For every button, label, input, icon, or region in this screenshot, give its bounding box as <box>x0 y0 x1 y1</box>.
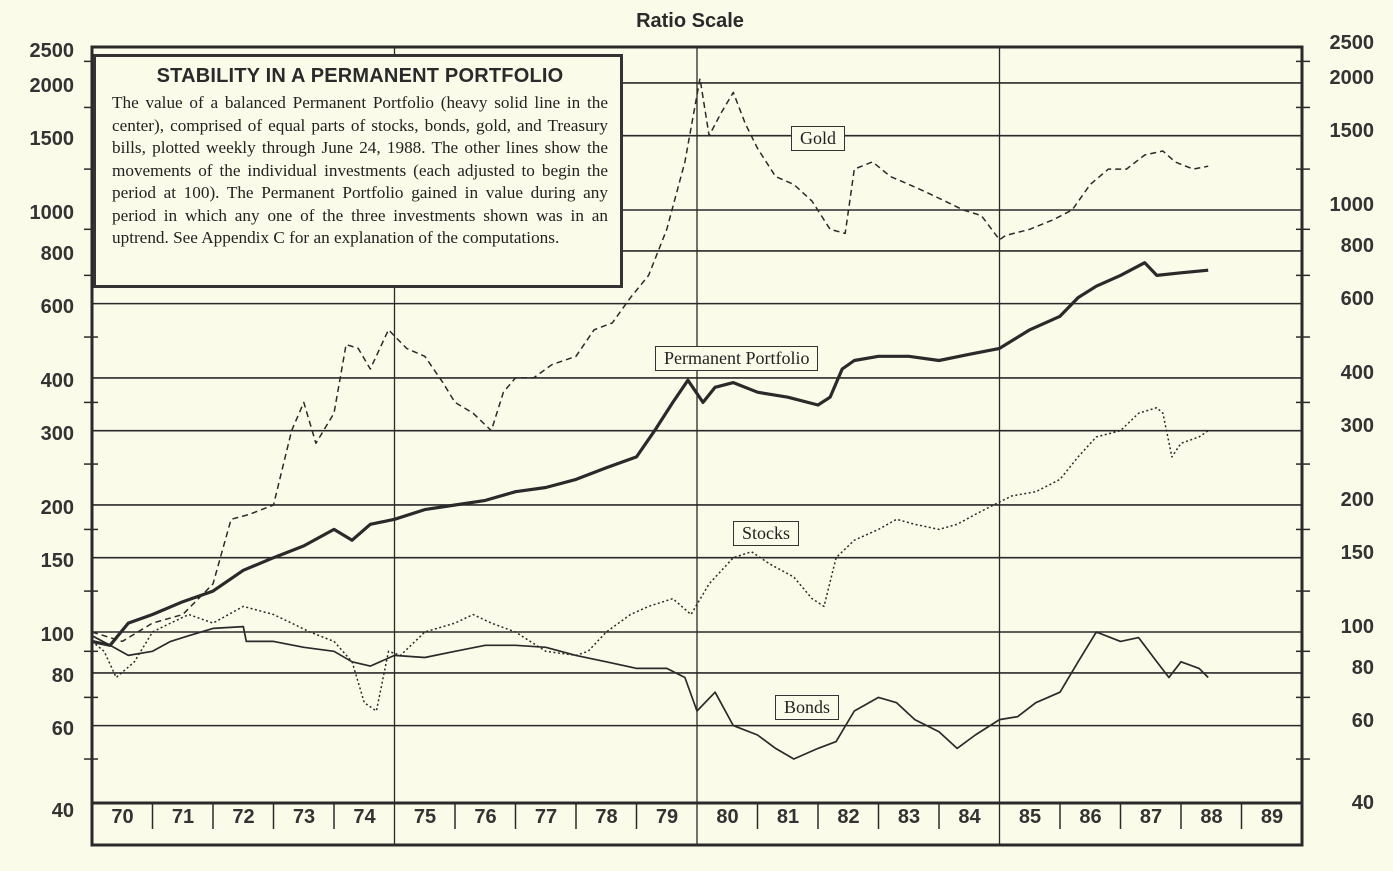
y-tick-label-left: 800 <box>0 243 74 266</box>
x-tick-label: 81 <box>758 806 818 829</box>
label-gold: Gold <box>791 126 845 151</box>
x-tick-label: 79 <box>637 806 697 829</box>
info-box: STABILITY IN A PERMANENT PORTFOLIO The v… <box>93 54 623 288</box>
y-tick-label-left: 300 <box>0 423 74 446</box>
x-tick-label: 85 <box>1000 806 1060 829</box>
x-tick-label: 82 <box>819 806 879 829</box>
x-tick-label: 86 <box>1061 806 1121 829</box>
y-tick-label-left: 1500 <box>0 128 74 151</box>
y-tick-label-left: 150 <box>0 550 74 573</box>
y-tick-label-left: 100 <box>0 624 74 647</box>
series-bonds <box>92 627 1208 759</box>
y-tick-label-right: 80 <box>1312 657 1374 680</box>
y-tick-label-right: 1500 <box>1312 120 1374 143</box>
y-tick-label-left: 60 <box>0 718 74 741</box>
y-tick-label-left: 1000 <box>0 202 74 225</box>
y-tick-label-right: 60 <box>1312 710 1374 733</box>
y-tick-label-right: 200 <box>1312 489 1374 512</box>
x-tick-label: 87 <box>1121 806 1181 829</box>
y-tick-label-right: 100 <box>1312 616 1374 639</box>
y-tick-label-left: 80 <box>0 665 74 688</box>
y-tick-label-right: 600 <box>1312 288 1374 311</box>
x-tick-label: 73 <box>274 806 334 829</box>
y-tick-label-right: 800 <box>1312 235 1374 258</box>
x-tick-label: 83 <box>879 806 939 829</box>
x-tick-label: 70 <box>93 806 153 829</box>
y-tick-label-right: 1000 <box>1312 194 1374 217</box>
y-tick-label-left: 200 <box>0 497 74 520</box>
y-tick-label-right: 40 <box>1312 792 1374 815</box>
x-tick-label: 78 <box>577 806 637 829</box>
x-tick-label: 71 <box>153 806 213 829</box>
x-tick-label: 88 <box>1182 806 1242 829</box>
y-tick-label-left: 2500 <box>0 40 74 63</box>
y-tick-label-right: 300 <box>1312 415 1374 438</box>
y-tick-label-left: 600 <box>0 296 74 319</box>
x-tick-label: 84 <box>940 806 1000 829</box>
series-permanent-portfolio <box>92 263 1208 646</box>
chart-title: Ratio Scale <box>560 10 820 33</box>
x-tick-label: 72 <box>214 806 274 829</box>
label-permanent-portfolio: Permanent Portfolio <box>655 346 818 371</box>
y-tick-label-right: 2500 <box>1312 32 1374 55</box>
x-tick-label: 75 <box>395 806 455 829</box>
x-tick-label: 80 <box>698 806 758 829</box>
y-tick-label-left: 2000 <box>0 75 74 98</box>
label-stocks: Stocks <box>733 521 799 546</box>
x-tick-label: 76 <box>456 806 516 829</box>
y-tick-label-right: 2000 <box>1312 67 1374 90</box>
label-bonds: Bonds <box>775 695 839 720</box>
info-box-text: The value of a balanced Permanent Portfo… <box>112 92 608 250</box>
x-tick-label: 89 <box>1242 806 1302 829</box>
y-tick-label-right: 150 <box>1312 542 1374 565</box>
y-tick-label-left: 40 <box>0 800 74 823</box>
x-tick-label: 74 <box>335 806 395 829</box>
series-stocks <box>92 408 1208 711</box>
x-tick-label: 77 <box>516 806 576 829</box>
y-tick-label-left: 400 <box>0 370 74 393</box>
y-tick-label-right: 400 <box>1312 362 1374 385</box>
info-box-heading: STABILITY IN A PERMANENT PORTFOLIO <box>112 65 608 88</box>
